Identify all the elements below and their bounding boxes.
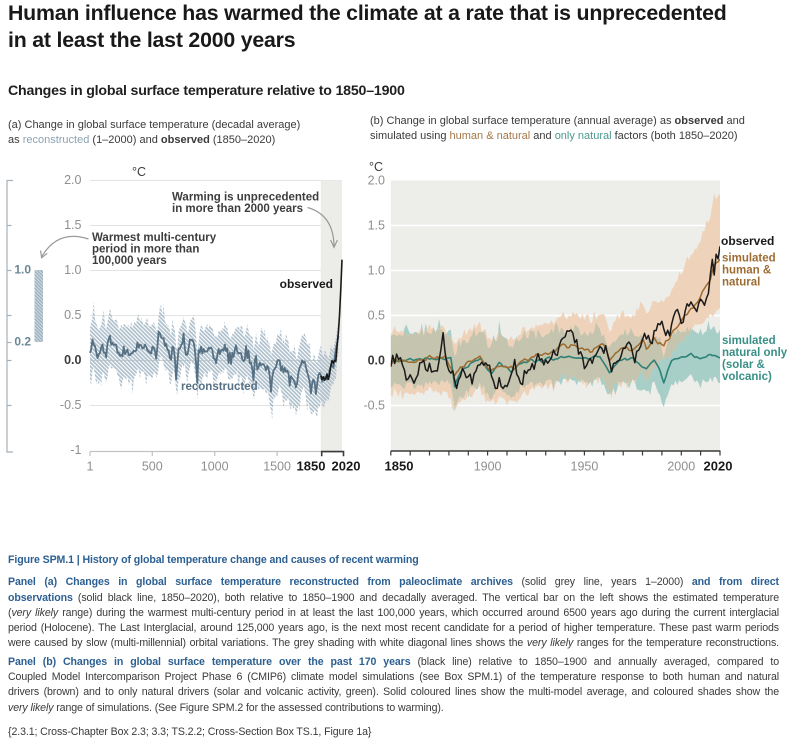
svg-text:natural only: natural only (722, 347, 787, 359)
svg-text:1900: 1900 (474, 460, 502, 474)
svg-text:0.0: 0.0 (368, 354, 385, 368)
svg-text:-0.5: -0.5 (60, 398, 82, 412)
svg-text:1500: 1500 (263, 460, 291, 474)
svg-text:Warmest multi-century: Warmest multi-century (92, 232, 217, 244)
svg-text:in more than 2000 years: in more than 2000 years (172, 203, 303, 215)
svg-text:-1: -1 (70, 443, 81, 457)
svg-text:2.0: 2.0 (368, 174, 385, 188)
svg-text:°C: °C (132, 165, 146, 179)
svg-text:1.5: 1.5 (368, 219, 385, 233)
svg-text:1.5: 1.5 (64, 218, 81, 232)
svg-text:500: 500 (142, 460, 163, 474)
svg-text:observed: observed (280, 277, 333, 291)
svg-text:0.5: 0.5 (368, 309, 385, 323)
svg-text:1850: 1850 (385, 459, 414, 474)
svg-text:period in more than: period in more than (92, 244, 199, 256)
svg-text:human &: human & (722, 265, 771, 277)
svg-text:100,000 years: 100,000 years (92, 255, 167, 267)
svg-text:0.0: 0.0 (64, 353, 81, 367)
svg-text:volcanic): volcanic) (722, 371, 772, 383)
svg-text:1.0: 1.0 (64, 263, 81, 277)
svg-text:observed: observed (721, 234, 774, 248)
svg-text:0.5: 0.5 (64, 308, 81, 322)
svg-text:1: 1 (87, 460, 94, 474)
svg-text:Warming is unprecedented: Warming is unprecedented (172, 191, 319, 203)
svg-text:simulated: simulated (722, 253, 776, 265)
svg-text:-0.5: -0.5 (363, 399, 385, 413)
svg-text:simulated: simulated (722, 335, 776, 347)
svg-text:natural: natural (722, 277, 760, 289)
svg-text:1.0: 1.0 (368, 264, 385, 278)
svg-text:2.0: 2.0 (64, 173, 81, 187)
svg-text:2020: 2020 (332, 459, 361, 474)
svg-text:2000: 2000 (667, 460, 695, 474)
svg-text:2020: 2020 (704, 459, 733, 474)
svg-text:reconstructed: reconstructed (181, 381, 258, 393)
svg-text:1.0: 1.0 (14, 263, 31, 277)
svg-text:(solar &: (solar & (722, 359, 765, 371)
svg-text:0.2: 0.2 (14, 335, 31, 349)
svg-text:1950: 1950 (571, 460, 599, 474)
svg-text:°C: °C (369, 160, 383, 174)
svg-text:1850: 1850 (297, 459, 326, 474)
svg-text:1000: 1000 (201, 460, 229, 474)
